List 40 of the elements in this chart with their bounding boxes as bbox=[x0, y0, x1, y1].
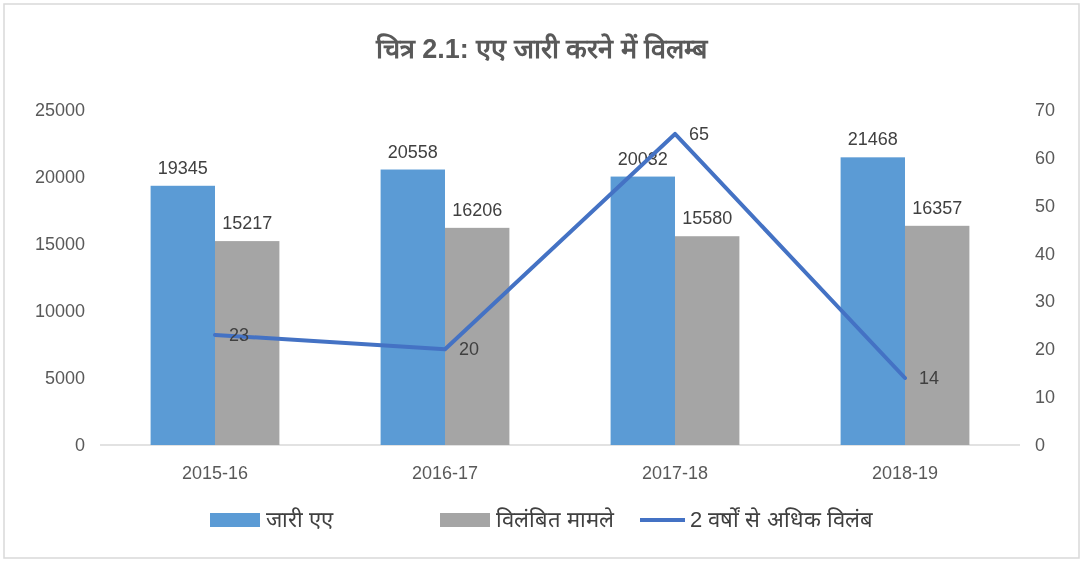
y2-tick-label: 60 bbox=[1035, 147, 1056, 168]
y-tick-label: 0 bbox=[74, 435, 85, 455]
y-tick-label: 15000 bbox=[34, 234, 85, 254]
legend-label: जारी एए bbox=[266, 507, 335, 532]
bar bbox=[445, 227, 510, 445]
data-label: 20558 bbox=[387, 141, 438, 162]
bar bbox=[840, 157, 905, 445]
x-tick-label: 2015-16 bbox=[181, 463, 249, 483]
y-tick-label: 10000 bbox=[34, 301, 85, 321]
x-tick-label: 2017-18 bbox=[641, 463, 709, 483]
bar bbox=[610, 176, 675, 445]
x-tick-label: 2016-17 bbox=[411, 463, 479, 483]
y2-tick-label: 50 bbox=[1035, 195, 1056, 216]
data-label: 16357 bbox=[912, 197, 963, 218]
data-label: 19345 bbox=[157, 157, 208, 178]
chart-title: चित्र 2.1: एए जारी करने में विलम्ब bbox=[374, 33, 710, 64]
y2-tick-label: 70 bbox=[1035, 100, 1056, 120]
bar bbox=[675, 236, 740, 445]
y-tick-label: 20000 bbox=[34, 167, 85, 187]
bar bbox=[215, 241, 280, 445]
y-tick-label: 25000 bbox=[34, 100, 85, 120]
data-label: 15217 bbox=[222, 213, 273, 234]
y2-tick-label: 40 bbox=[1035, 243, 1056, 264]
bar bbox=[150, 185, 215, 445]
y-tick-label: 5000 bbox=[44, 368, 85, 388]
y2-tick-label: 0 bbox=[1035, 435, 1046, 455]
data-label: 16206 bbox=[452, 199, 503, 220]
data-label: 14 bbox=[919, 368, 940, 388]
legend-label: विलंबित मामले bbox=[496, 507, 616, 532]
data-label: 15580 bbox=[682, 208, 733, 229]
bar bbox=[380, 169, 445, 445]
y2-tick-label: 20 bbox=[1035, 339, 1056, 360]
data-label: 21468 bbox=[847, 129, 898, 150]
data-label: 65 bbox=[689, 123, 710, 144]
bar bbox=[905, 225, 970, 445]
legend-label: 2 वर्षों से अधिक विलंब bbox=[690, 507, 873, 532]
data-label: 20 bbox=[459, 339, 480, 360]
y2-tick-label: 10 bbox=[1035, 387, 1056, 408]
x-tick-label: 2018-19 bbox=[871, 463, 939, 483]
y2-tick-label: 30 bbox=[1035, 291, 1056, 312]
